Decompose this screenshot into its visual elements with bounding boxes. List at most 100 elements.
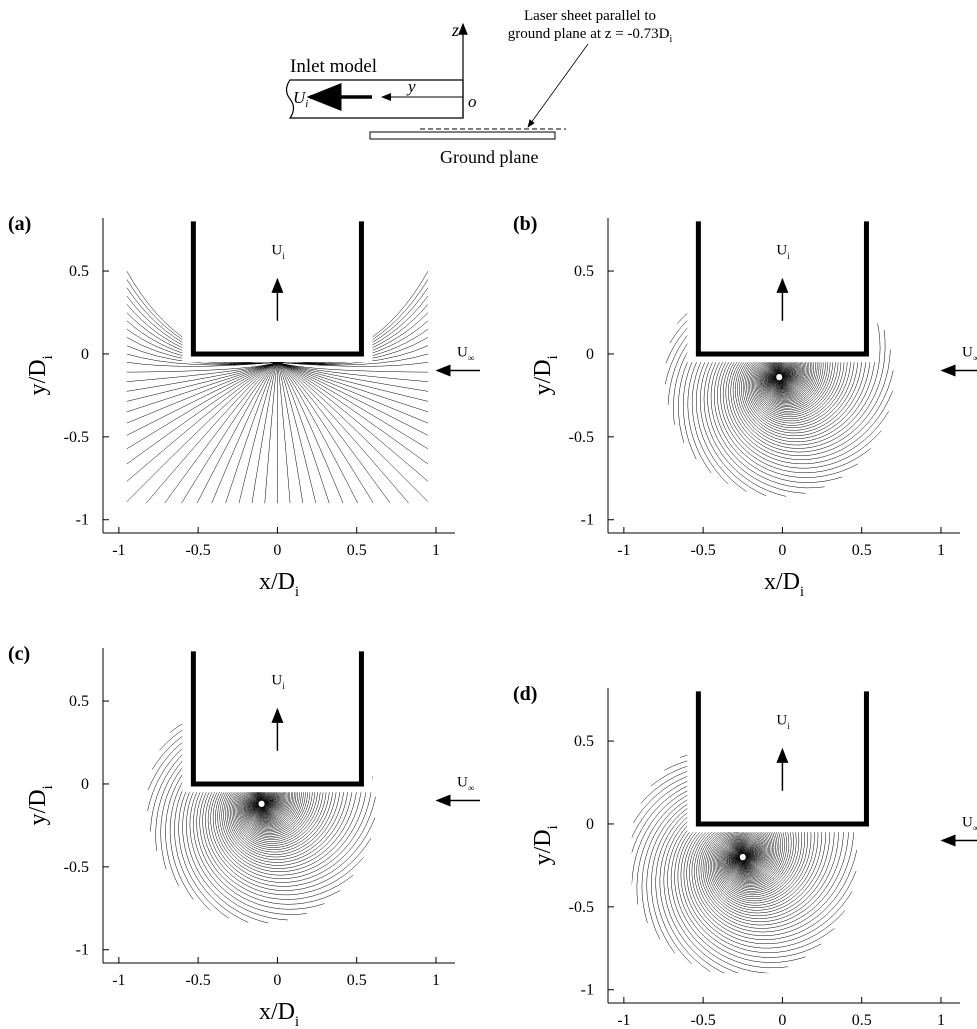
streamline xyxy=(147,721,313,839)
streamline xyxy=(277,361,429,367)
inlet-pipe xyxy=(285,79,464,119)
streamline xyxy=(691,318,816,485)
x-tick-label: 0 xyxy=(273,972,281,989)
streamline xyxy=(739,294,876,443)
streamline xyxy=(691,822,857,940)
panel-label: (a) xyxy=(8,213,31,235)
streamline xyxy=(694,824,858,937)
inlet-velocity-label-main: U xyxy=(776,712,787,728)
streamline xyxy=(709,741,823,911)
schematic: z Laser sheet parallel to ground plane a… xyxy=(285,8,673,167)
x-label-sub: i xyxy=(800,584,804,600)
inlet-velocity-label-sub: i xyxy=(787,721,790,731)
y-label-main: y/D xyxy=(530,359,556,395)
streamline xyxy=(722,339,882,469)
freestream-label-main: U xyxy=(962,815,973,831)
velocity-label: Ui xyxy=(293,88,308,110)
streamline xyxy=(704,761,835,919)
streamline xyxy=(277,362,429,504)
x-tick-label: -1 xyxy=(112,972,125,989)
streamline xyxy=(679,751,808,902)
freestream-label-sub: ∞ xyxy=(468,783,474,793)
streamline xyxy=(205,765,364,896)
freestream-label: U∞ xyxy=(962,345,977,364)
streamline xyxy=(183,362,278,504)
streamline xyxy=(700,791,844,926)
x-tick-label: 0.5 xyxy=(347,972,367,989)
y-tick-label: 0 xyxy=(81,346,89,363)
streamline xyxy=(126,362,278,504)
inlet-velocity-label-sub: i xyxy=(787,251,790,261)
y-label: y/Di xyxy=(530,825,561,865)
streamlines xyxy=(631,741,858,974)
freestream-label: U∞ xyxy=(457,345,474,364)
x-tick-label: 1 xyxy=(937,542,945,559)
streamline xyxy=(277,362,418,504)
ground-plane xyxy=(369,131,556,140)
streamline xyxy=(714,333,843,483)
inlet-velocity-label-main: U xyxy=(271,672,282,688)
laser-text: ground plane at z = -0.73Di xyxy=(508,26,673,45)
x-tick-label: 0 xyxy=(778,542,786,559)
streamline xyxy=(717,335,858,478)
streamline xyxy=(226,701,345,860)
streamline xyxy=(210,769,376,887)
streamline xyxy=(725,340,889,465)
streamline xyxy=(277,362,325,504)
y-tick-label: -1 xyxy=(76,512,89,529)
x-tick-label: -0.5 xyxy=(185,542,210,559)
streamline xyxy=(126,362,278,504)
y-tick-label: -1 xyxy=(581,512,594,529)
inlet-velocity-label-main: U xyxy=(776,242,787,258)
streamline xyxy=(651,795,781,954)
streamline xyxy=(126,362,278,504)
streamline xyxy=(151,716,316,841)
streamline xyxy=(126,362,278,503)
streamline xyxy=(126,328,278,364)
streamline xyxy=(126,362,278,504)
x-tick-label: 1 xyxy=(432,542,440,559)
streamline xyxy=(126,362,278,504)
streamline xyxy=(277,362,429,504)
streamline xyxy=(633,770,797,894)
y-label-main: y/D xyxy=(25,359,51,395)
freestream-label: U∞ xyxy=(457,775,474,794)
x-label-main: x/D xyxy=(259,999,295,1025)
velocity-sub: i xyxy=(305,98,308,110)
inlet-velocity-label: Ui xyxy=(776,712,790,731)
streamline xyxy=(277,320,429,364)
x-tick-label: -0.5 xyxy=(690,1012,715,1029)
y-tick-label: 0.5 xyxy=(574,263,594,280)
streamline xyxy=(664,756,805,900)
freestream-label-main: U xyxy=(457,775,468,791)
streamline xyxy=(677,813,806,963)
x-tick-label: 0.5 xyxy=(852,1012,872,1029)
streamlines xyxy=(126,271,429,504)
streamline xyxy=(277,361,429,410)
streamline xyxy=(126,337,278,365)
streamline xyxy=(744,271,863,434)
x-tick-label: 0.5 xyxy=(347,542,367,559)
streamline xyxy=(277,362,429,457)
streamline xyxy=(217,756,368,876)
streamline xyxy=(193,757,307,915)
streamline xyxy=(207,767,372,891)
y-tick-label: -0.5 xyxy=(569,429,594,446)
panel-label: (b) xyxy=(513,213,537,235)
streamline xyxy=(277,362,429,504)
freestream-label-sub: ∞ xyxy=(973,353,977,363)
y-tick-label: -1 xyxy=(581,982,594,999)
streamline xyxy=(212,770,376,883)
streamline xyxy=(126,320,278,364)
streamline xyxy=(126,271,278,364)
x-tick-label: -1 xyxy=(617,1012,630,1029)
y-tick-label: 0 xyxy=(586,816,594,833)
panel-label: (c) xyxy=(8,643,30,665)
y-tick-label: -0.5 xyxy=(64,429,89,446)
streamline xyxy=(702,774,840,923)
y-label-sub: i xyxy=(545,825,561,829)
pointer xyxy=(527,43,589,128)
streamline xyxy=(277,362,372,504)
x-label: x/Di xyxy=(259,569,299,600)
